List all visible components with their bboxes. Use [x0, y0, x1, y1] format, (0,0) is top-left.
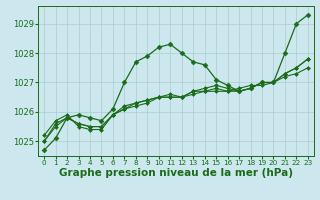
X-axis label: Graphe pression niveau de la mer (hPa): Graphe pression niveau de la mer (hPa) — [59, 168, 293, 178]
